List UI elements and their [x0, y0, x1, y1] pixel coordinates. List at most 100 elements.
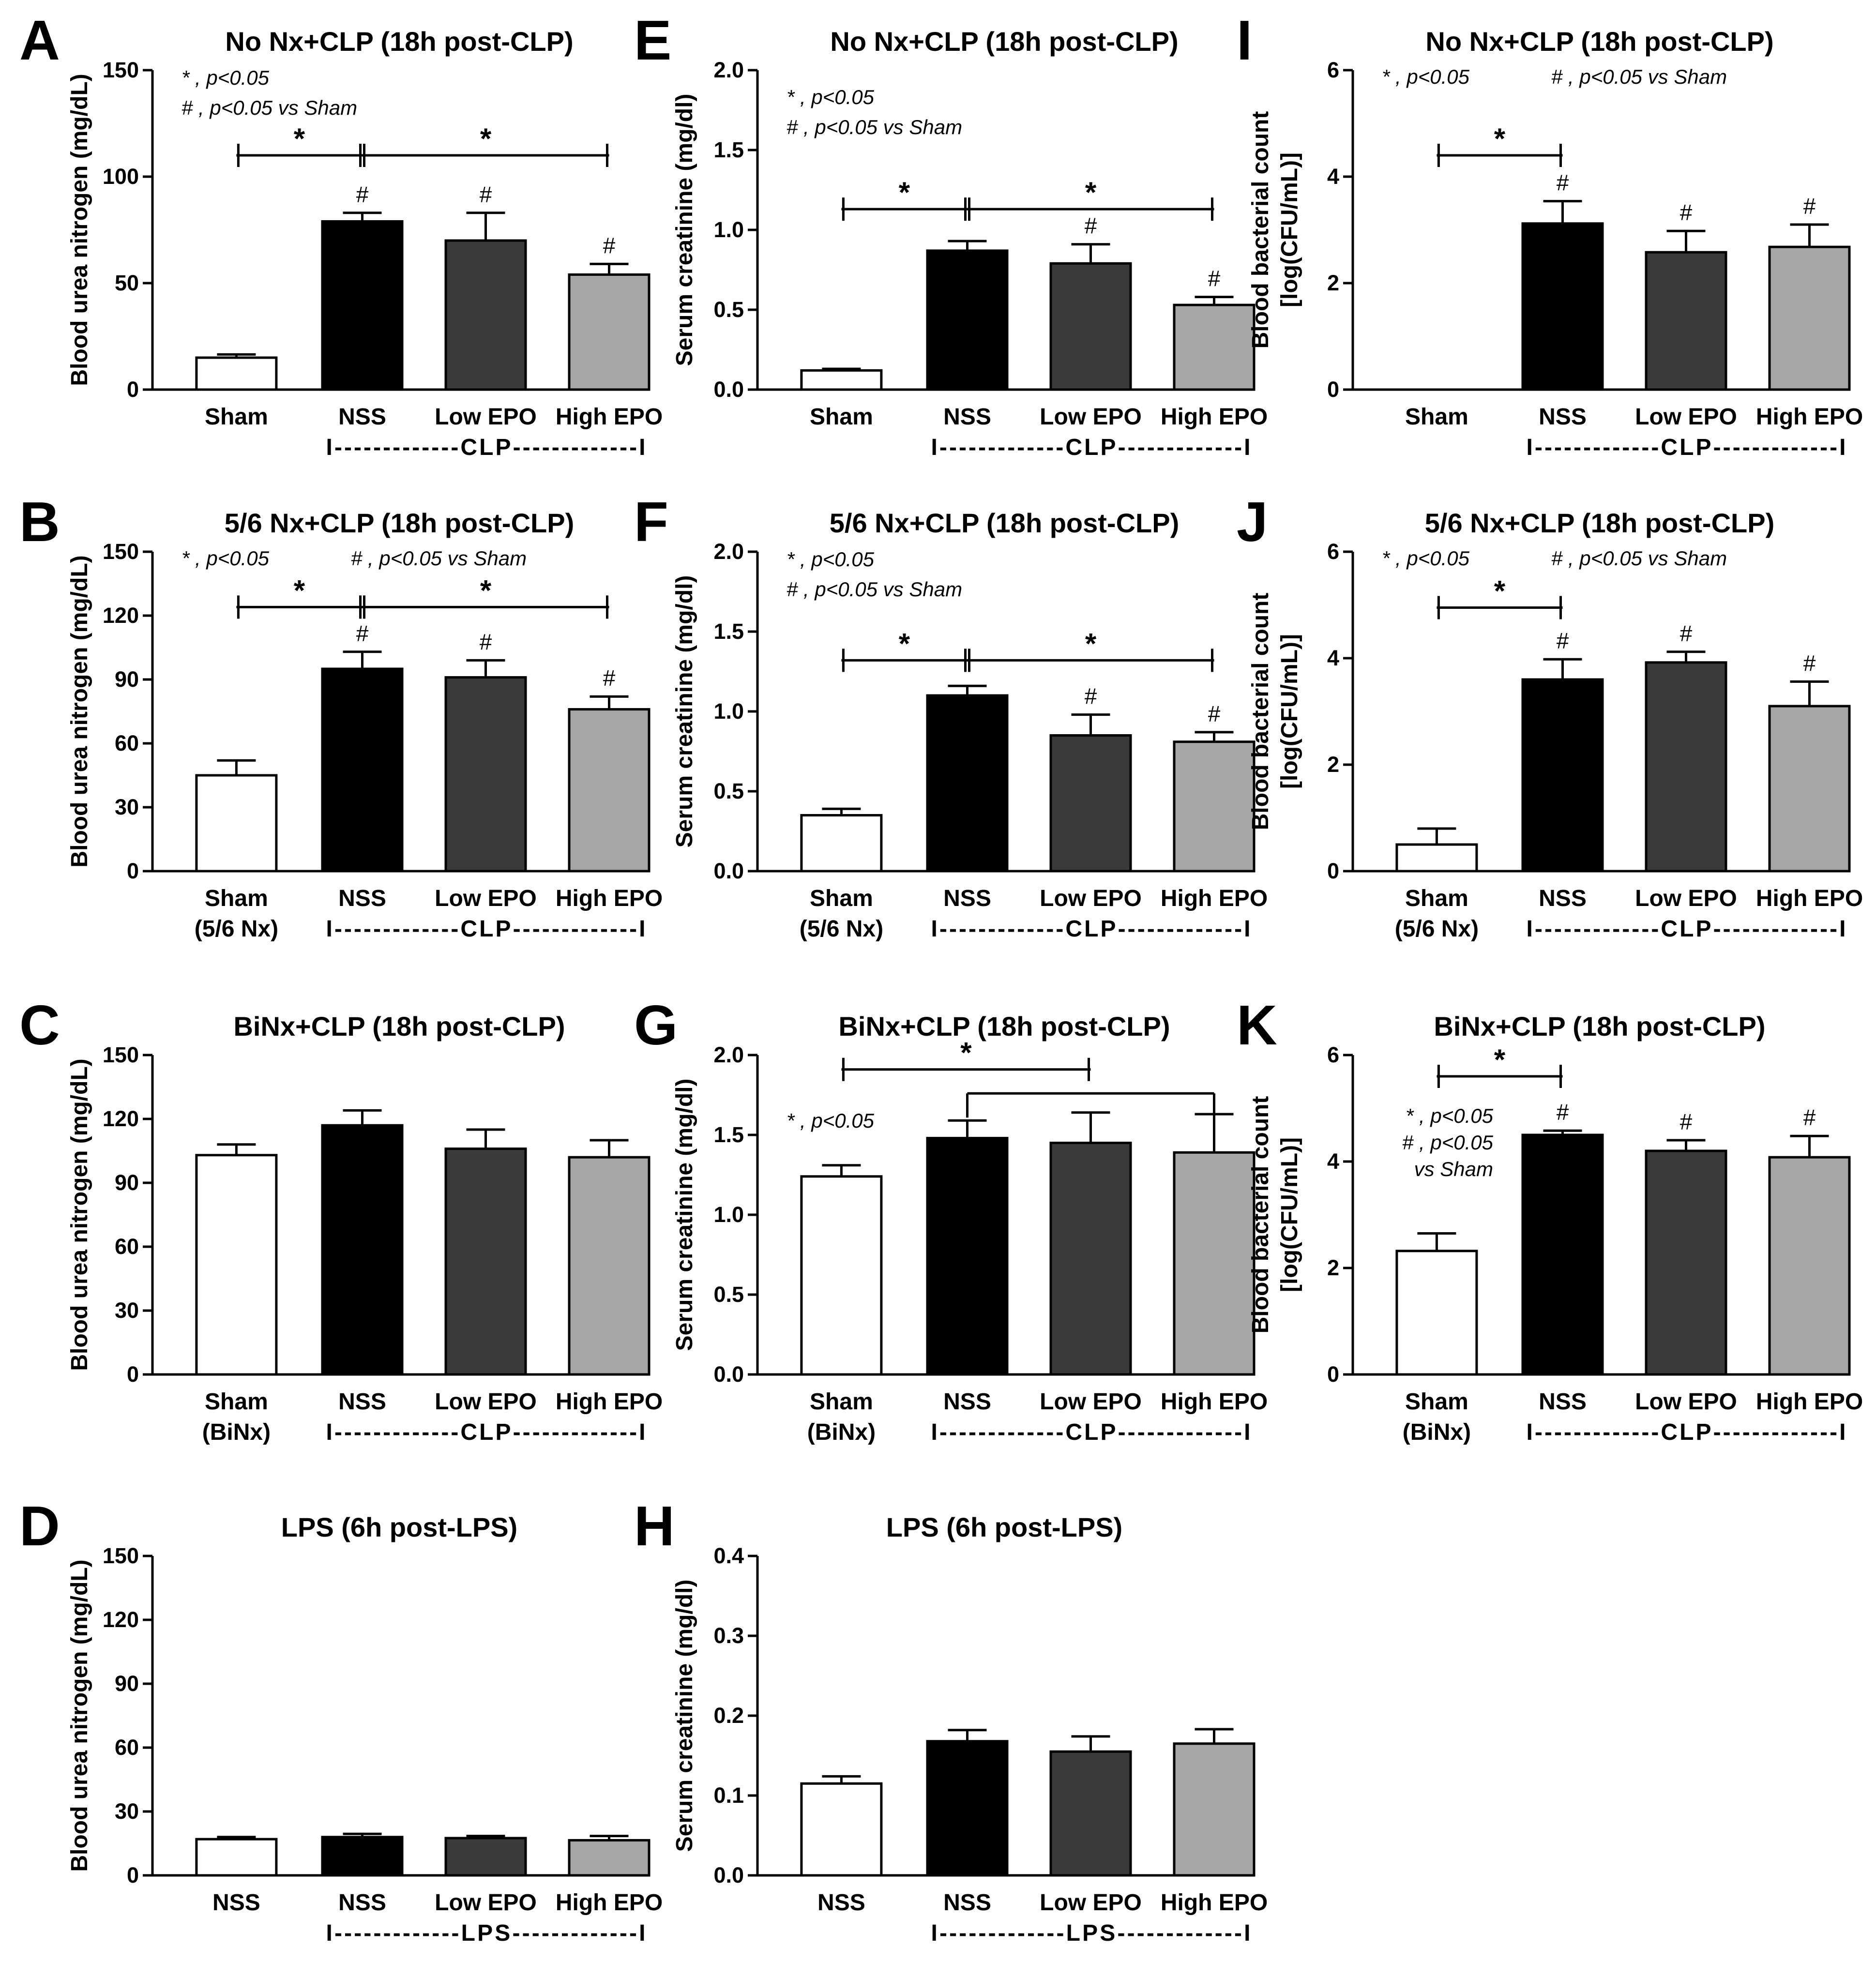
bar — [926, 694, 1009, 873]
bar — [195, 356, 278, 391]
panel-title: LPS (6h post-LPS) — [281, 1512, 517, 1542]
y-axis-label: Blood bacterial count — [1248, 111, 1273, 349]
y-axis-label: Blood urea nitrogen (mg/dL) — [67, 74, 92, 386]
y-tick-label: 0 — [1327, 859, 1339, 883]
bar — [1173, 1151, 1256, 1376]
bar — [926, 1740, 1009, 1877]
category-label: High EPO — [556, 1890, 663, 1916]
bar — [195, 1154, 278, 1376]
group-label: I-------------CLP-------------I — [931, 916, 1251, 942]
significance-hash: # — [1557, 1100, 1569, 1125]
y-axis-label: Serum creatinine (mg/dl) — [672, 94, 697, 366]
y-tick-label: 2 — [1327, 1255, 1339, 1280]
panel-title: No Nx+CLP (18h post-CLP) — [830, 26, 1178, 57]
y-axis-label: Blood urea nitrogen (mg/dL) — [67, 1058, 92, 1371]
y-tick-label: 2.0 — [713, 58, 744, 82]
group-label: I-------------CLP-------------I — [326, 916, 646, 942]
category-label: High EPO — [556, 886, 663, 911]
significance-star: * — [960, 1037, 972, 1069]
y-tick-label: 4 — [1327, 1149, 1339, 1174]
legend-text: * , p<0.05 — [1382, 65, 1470, 88]
panel-letter: J — [1237, 490, 1268, 553]
legend-text: * , p<0.05 — [1406, 1104, 1494, 1127]
y-tick-label: 0.0 — [713, 1362, 744, 1387]
bar — [568, 273, 651, 391]
category-label-line2: (BiNx) — [807, 1419, 876, 1445]
y-axis-label: Blood urea nitrogen (mg/dL) — [67, 1559, 92, 1871]
y-tick-label: 2 — [1327, 271, 1339, 295]
category-label: Sham — [1405, 886, 1468, 911]
category-label: Sham — [810, 404, 873, 430]
y-tick-label: 1.0 — [713, 217, 744, 242]
y-tick-label: 150 — [103, 58, 139, 82]
panel-letter: G — [634, 994, 678, 1056]
panel-title: BiNx+CLP (18h post-CLP) — [1434, 1011, 1765, 1041]
bar — [1049, 1750, 1132, 1877]
legend-text: * , p<0.05 — [787, 548, 875, 571]
y-tick-label: 0.5 — [713, 1282, 744, 1307]
y-tick-label: 50 — [115, 271, 139, 295]
significance-star: * — [480, 574, 492, 606]
category-label: High EPO — [1161, 1890, 1268, 1916]
category-label: Low EPO — [435, 1890, 537, 1916]
panel-a: A No Nx+CLP (18h post-CLP) 0 50 100 150 Blood … — [19, 9, 663, 460]
panel-i: I No Nx+CLP (18h post-CLP) 0 2 4 6 Blood bacte… — [1237, 9, 1863, 460]
y-tick-label: 6 — [1327, 539, 1339, 564]
significance-star: * — [294, 122, 305, 155]
panel-title: 5/6 Nx+CLP (18h post-CLP) — [830, 508, 1179, 538]
y-tick-label: 0.3 — [713, 1623, 744, 1648]
y-tick-label: 0 — [127, 859, 139, 883]
category-label: NSS — [817, 1890, 865, 1916]
bar — [800, 1175, 883, 1376]
legend-text: # , p<0.05 vs Sham — [787, 116, 962, 138]
bar — [1173, 740, 1256, 873]
significance-hash: # — [603, 233, 616, 258]
significance-hash: # — [1208, 701, 1221, 726]
panel-title: 5/6 Nx+CLP (18h post-CLP) — [1425, 508, 1774, 538]
category-label: Sham — [205, 886, 268, 911]
bar — [1049, 1142, 1132, 1376]
group-label: I-------------CLP-------------I — [1527, 1419, 1846, 1445]
y-tick-label: 6 — [1327, 1042, 1339, 1067]
legend-text: * , p<0.05 — [182, 547, 270, 570]
y-tick-label: 4 — [1327, 646, 1339, 670]
panel-f: F 5/6 Nx+CLP (18h post-CLP) 0.0 0.5 1.0 1.5 2.… — [634, 490, 1268, 942]
bar — [1395, 1250, 1478, 1376]
bar — [444, 676, 527, 873]
y-axis-label: Blood bacterial count — [1248, 1096, 1273, 1334]
bar — [568, 708, 651, 873]
bar — [926, 249, 1009, 391]
panel-letter: A — [19, 9, 60, 72]
y-tick-label: 1.5 — [713, 137, 744, 162]
y-tick-label: 2.0 — [713, 1042, 744, 1067]
panel-g: G BiNx+CLP (18h post-CLP) 0.0 0.5 1.0 1.5 2.0 S… — [634, 994, 1268, 1445]
legend-text: # , p<0.05 vs Sham — [1551, 547, 1727, 570]
y-axis-label: Serum creatinine (mg/dl) — [672, 1079, 697, 1351]
y-tick-label: 120 — [103, 1607, 139, 1632]
bar — [321, 220, 404, 391]
significance-hash: # — [1680, 621, 1693, 646]
y-tick-label: 0.4 — [713, 1543, 744, 1568]
category-label: Low EPO — [435, 1389, 537, 1415]
bar — [800, 1782, 883, 1877]
category-label: High EPO — [1756, 1389, 1863, 1415]
panel-title: BiNx+CLP (18h post-CLP) — [233, 1011, 565, 1041]
category-label-line2: (BiNx) — [202, 1419, 271, 1445]
bar — [1645, 251, 1727, 391]
panel-h: H LPS (6h post-LPS) 0.0 0.1 0.2 0.3 0.4 Serum c… — [634, 1494, 1268, 1946]
category-label: Low EPO — [1635, 886, 1737, 911]
bar — [568, 1156, 651, 1376]
category-label: High EPO — [1756, 404, 1863, 430]
bar — [1049, 734, 1132, 873]
category-label: Sham — [205, 404, 268, 430]
category-label: High EPO — [1161, 886, 1268, 911]
y-tick-label: 6 — [1327, 58, 1339, 82]
y-tick-label: 0.0 — [713, 1863, 744, 1887]
y-axis-label: Serum creatinine (mg/dl) — [672, 1580, 697, 1852]
y-tick-label: 30 — [115, 795, 139, 819]
group-label: I-------------CLP-------------I — [326, 1419, 646, 1445]
significance-hash: # — [1085, 684, 1097, 709]
y-tick-label: 150 — [103, 1543, 139, 1568]
significance-star: * — [899, 176, 910, 209]
panel-d: D LPS (6h post-LPS) 0 30 60 90 120 150 Blood ure… — [19, 1494, 663, 1946]
